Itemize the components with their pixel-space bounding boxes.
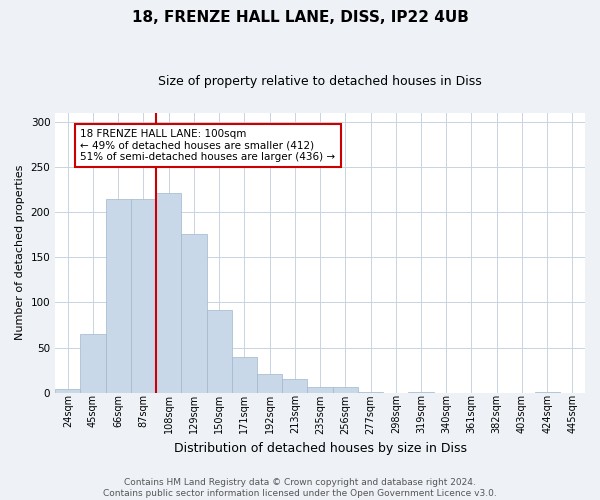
Bar <box>80 334 106 393</box>
Bar <box>232 356 257 393</box>
Bar <box>156 193 181 393</box>
Bar <box>358 392 383 393</box>
Text: Contains HM Land Registry data © Crown copyright and database right 2024.
Contai: Contains HM Land Registry data © Crown c… <box>103 478 497 498</box>
Bar <box>106 198 131 393</box>
Bar <box>206 310 232 393</box>
Text: 18 FRENZE HALL LANE: 100sqm
← 49% of detached houses are smaller (412)
51% of se: 18 FRENZE HALL LANE: 100sqm ← 49% of det… <box>80 129 335 162</box>
Bar <box>131 198 156 393</box>
Bar <box>307 388 332 393</box>
Title: Size of property relative to detached houses in Diss: Size of property relative to detached ho… <box>158 75 482 88</box>
Bar <box>257 374 282 393</box>
Bar <box>55 389 80 393</box>
Bar <box>181 234 206 393</box>
Bar <box>332 388 358 393</box>
Text: 18, FRENZE HALL LANE, DISS, IP22 4UB: 18, FRENZE HALL LANE, DISS, IP22 4UB <box>131 10 469 25</box>
X-axis label: Distribution of detached houses by size in Diss: Distribution of detached houses by size … <box>173 442 467 455</box>
Bar <box>535 392 560 393</box>
Bar <box>282 379 307 393</box>
Bar <box>409 392 434 393</box>
Y-axis label: Number of detached properties: Number of detached properties <box>15 165 25 340</box>
